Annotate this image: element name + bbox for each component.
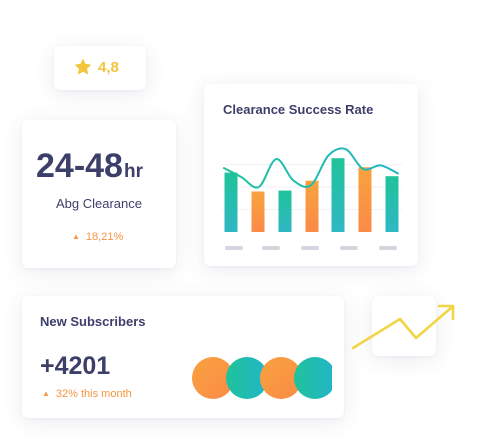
trend-up-arrow-icon (351, 304, 455, 350)
trend-card (372, 296, 436, 356)
axis-label-placeholder-4 (340, 246, 358, 250)
rating-value: 4,8 (98, 59, 119, 76)
star-icon (75, 59, 91, 75)
subscribers-trend: ▲ 32% this month (42, 388, 132, 400)
bar-5 (331, 158, 345, 232)
bar-2 (251, 191, 265, 232)
clearance-value: 24-48hr (36, 147, 143, 186)
clearance-card: 24-48hr Abg Clearance ▲ 18,21% (22, 120, 176, 268)
rating-card: 4,8 (54, 46, 146, 90)
bar-3 (278, 190, 292, 232)
trend-line (223, 147, 399, 189)
chart-bars (224, 158, 399, 232)
subscribers-value: +4201 (40, 352, 111, 380)
axis-label-placeholder-3 (301, 246, 319, 250)
chart-trend-line (223, 147, 399, 189)
axis-label-placeholder-5 (379, 246, 397, 250)
chart-axis-labels (225, 246, 397, 250)
clearance-trend: ▲ 18,21% (72, 231, 123, 243)
subscribers-trend-value: 32% this month (55, 388, 132, 400)
avatar (294, 357, 332, 399)
bar-4 (305, 180, 319, 232)
clearance-label: Abg Clearance (56, 196, 142, 211)
subscribers-card: New Subscribers +4201 ▲ 32% this month (22, 296, 344, 418)
bar-1 (224, 172, 238, 232)
avatar (260, 357, 302, 399)
triangle-up-icon: ▲ (72, 232, 80, 241)
triangle-up-icon: ▲ (42, 389, 50, 398)
avatar (192, 357, 234, 399)
axis-label-placeholder-1 (225, 246, 243, 250)
avatar (226, 357, 268, 399)
success-rate-title: Clearance Success Rate (223, 102, 374, 117)
bar-6 (358, 167, 372, 232)
clearance-number: 24-48 (36, 147, 123, 185)
axis-label-placeholder-2 (262, 246, 280, 250)
subscriber-avatars (192, 357, 332, 399)
clearance-trend-value: 18,21% (85, 231, 124, 243)
clearance-unit: hr (123, 161, 143, 182)
success-rate-card: Clearance Success Rate (204, 84, 418, 266)
subscribers-title: New Subscribers (40, 314, 146, 329)
success-rate-chart (222, 147, 402, 250)
bar-7 (385, 176, 399, 232)
